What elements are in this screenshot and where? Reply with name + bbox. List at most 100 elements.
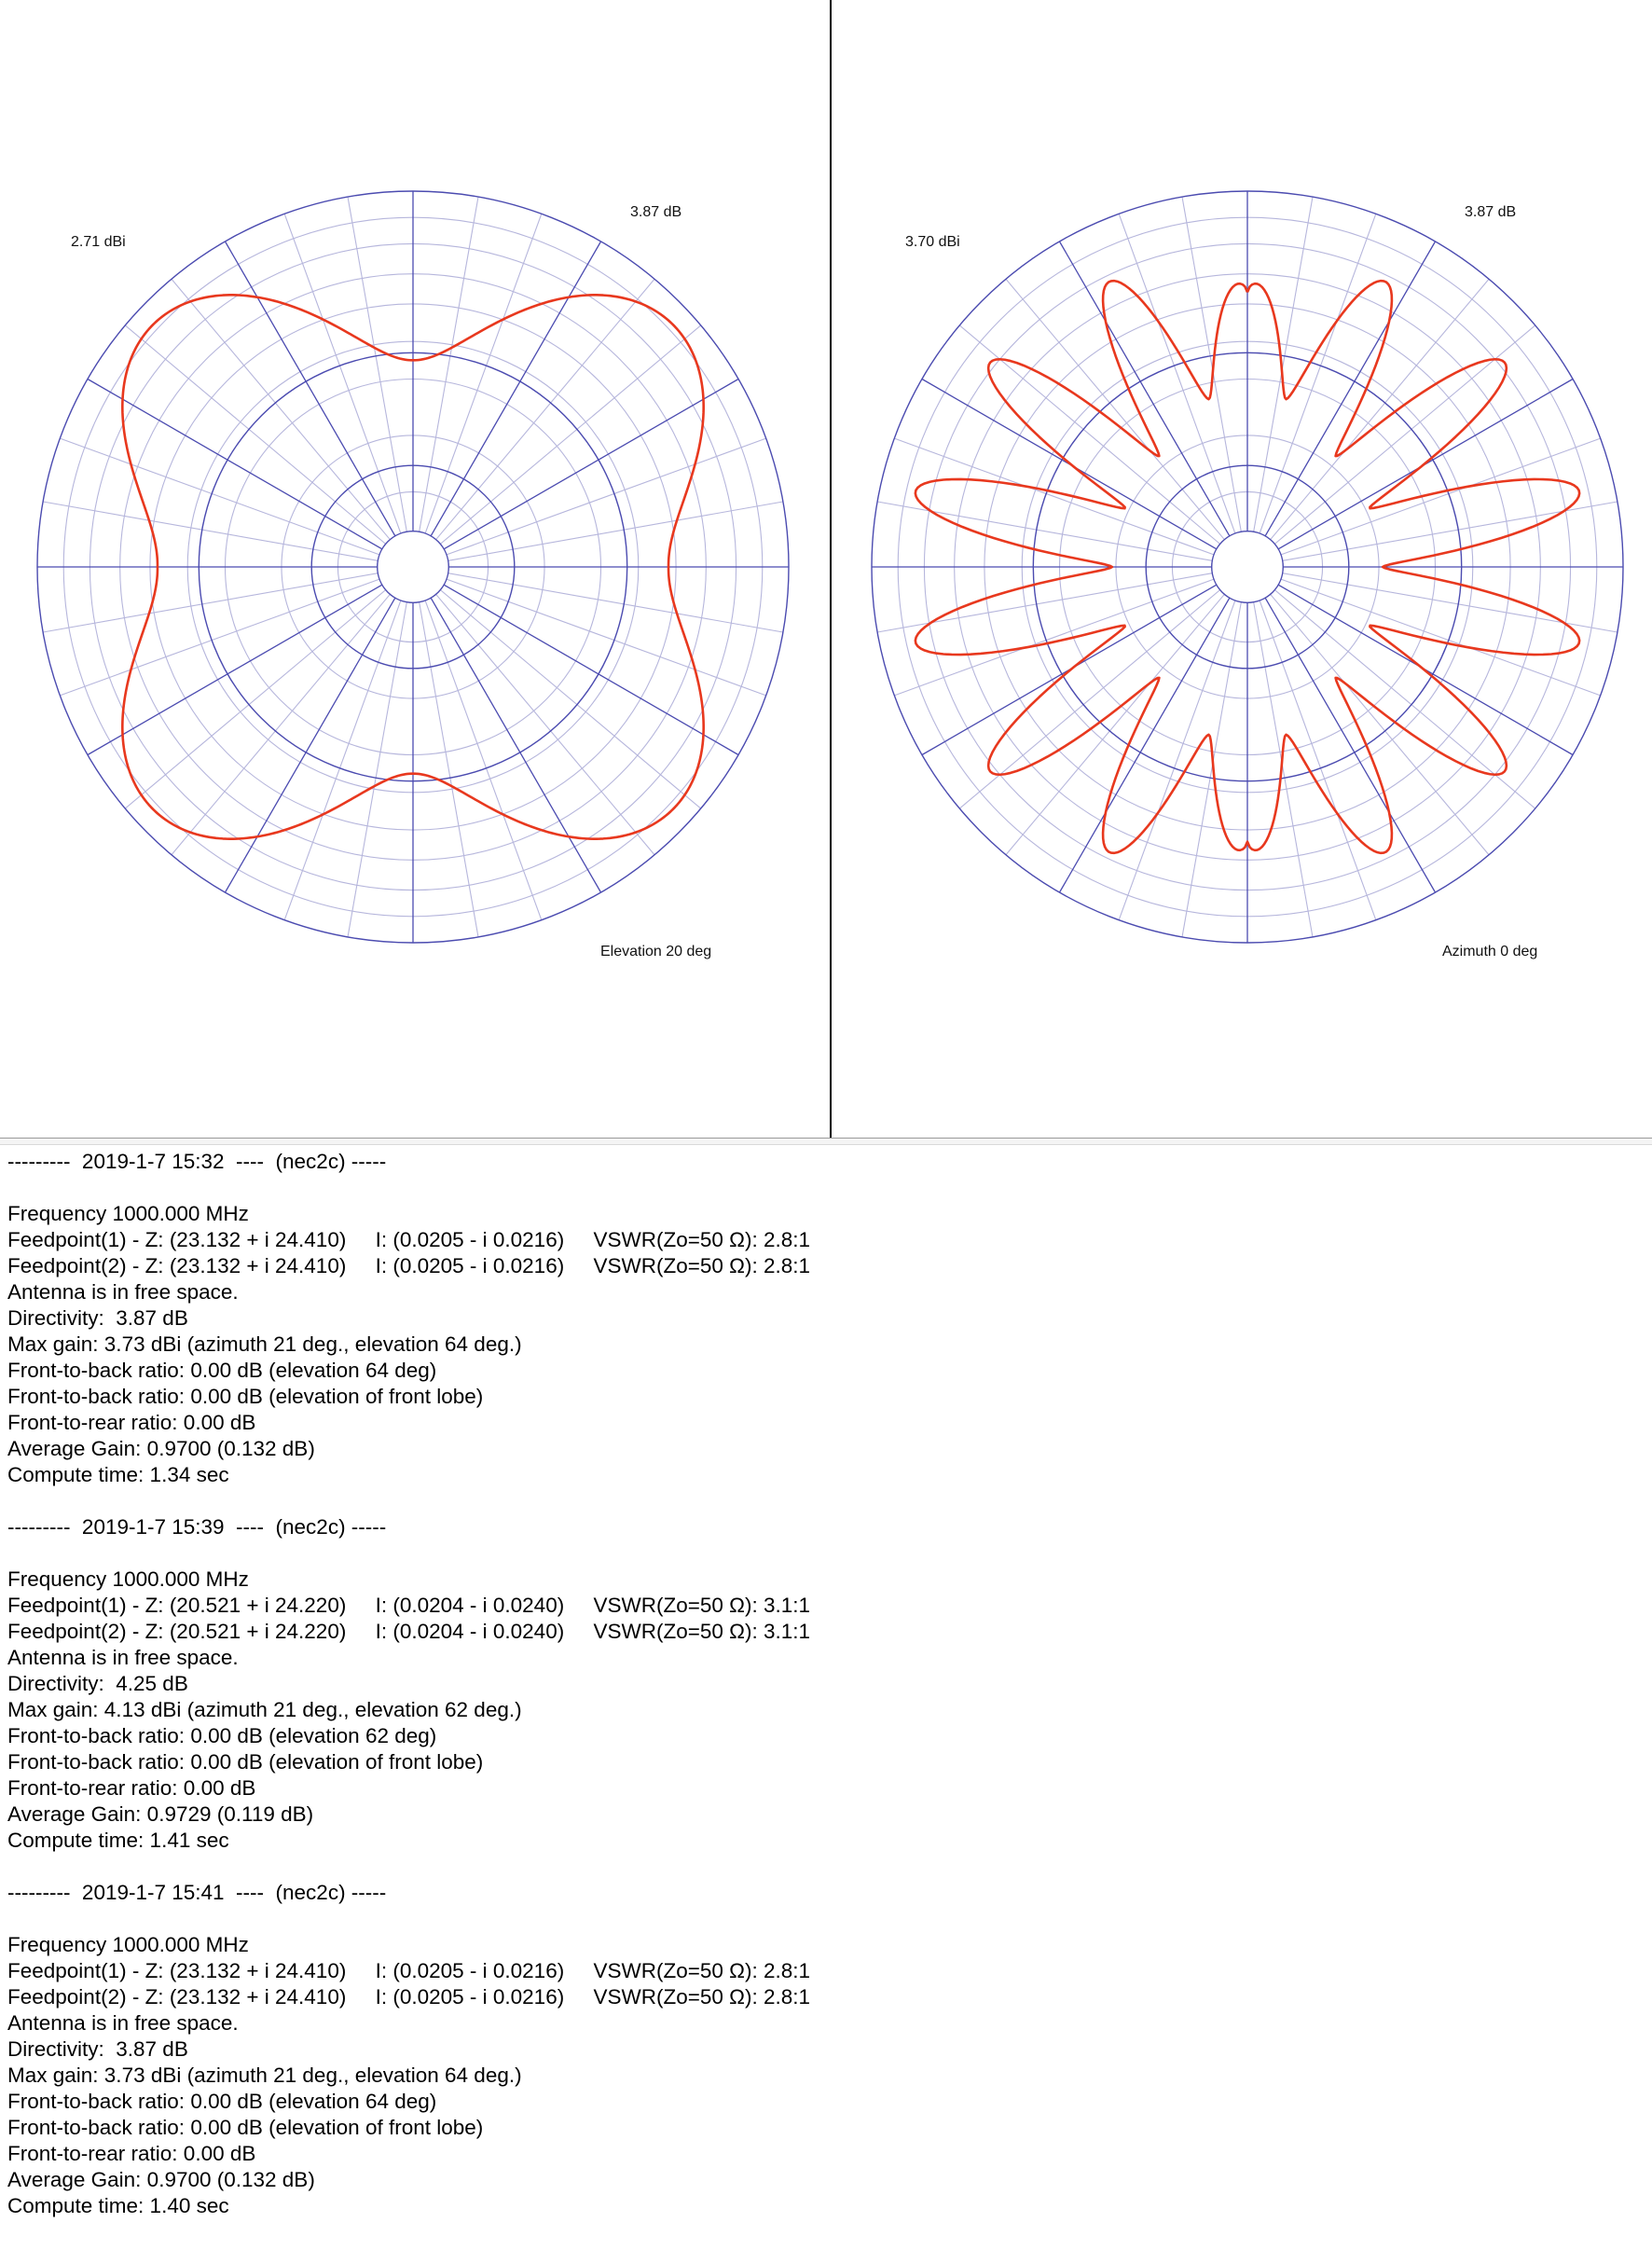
grid-spoke — [1005, 593, 1225, 856]
grid-spoke — [1253, 197, 1314, 532]
log-line: Average Gain: 0.9729 (0.119 dB) — [7, 1802, 314, 1826]
grid-spoke — [435, 593, 655, 856]
output-log[interactable]: --------- 2019-1-7 15:32 ---- (nec2c) --… — [7, 1149, 1639, 2219]
log-line: Feedpoint(2) - Z: (20.521 + i 24.220) I:… — [7, 1620, 810, 1643]
elevation-plot-panel[interactable]: 2.71 dBi 3.87 dB Elevation 20 deg — [0, 0, 830, 1138]
grid-major-ring — [310, 464, 516, 670]
blank-line — [7, 1906, 1639, 1932]
grid-spoke — [1118, 600, 1236, 920]
grid-spoke — [894, 578, 1215, 697]
grid-spoke — [1005, 278, 1225, 541]
azimuth-polar-plot — [871, 190, 1624, 944]
blank-line — [7, 1540, 1639, 1567]
grid-spoke — [283, 600, 402, 920]
blank-line — [7, 1175, 1639, 1201]
log-line: Feedpoint(1) - Z: (20.521 + i 24.220) I:… — [7, 1594, 810, 1617]
grid-major-spoke — [224, 597, 396, 893]
log-line: Max gain: 4.13 dBi (azimuth 21 deg., ele… — [7, 1698, 522, 1721]
log-entry-header: --------- 2019-1-7 15:32 ---- (nec2c) --… — [7, 1150, 387, 1173]
grid-spoke — [124, 324, 387, 545]
log-line: Average Gain: 0.9700 (0.132 dB) — [7, 1437, 315, 1460]
grid-major-spoke — [87, 584, 383, 756]
grid-major-ring — [871, 190, 1624, 944]
grid-major-ring — [36, 190, 790, 944]
panel-splitter[interactable] — [830, 0, 832, 1138]
log-entry: --------- 2019-1-7 15:32 ---- (nec2c) --… — [7, 1149, 1639, 1488]
grid-spoke — [447, 501, 783, 561]
grid-major-ring — [1145, 464, 1350, 670]
log-line: Antenna is in free space. — [7, 2011, 239, 2035]
grid-spoke — [1280, 578, 1601, 697]
log-line: Antenna is in free space. — [7, 1646, 239, 1669]
elevation-max-label: 3.87 dB — [630, 204, 682, 220]
grid-major-spoke — [87, 378, 383, 550]
grid-spoke — [60, 578, 380, 697]
grid-spoke — [894, 437, 1215, 556]
grid-spoke — [439, 589, 702, 809]
grid-spoke — [1270, 278, 1490, 541]
grid-spoke — [1273, 589, 1536, 809]
grid-major-ring — [198, 352, 628, 782]
log-entry: --------- 2019-1-7 15:41 ---- (nec2c) --… — [7, 1880, 1639, 2219]
grid-spoke — [439, 324, 702, 545]
grid-spoke — [958, 324, 1221, 545]
grid-major-spoke — [1264, 597, 1437, 893]
grid-spoke — [171, 593, 391, 856]
log-line: Directivity: 3.87 dB — [7, 1306, 188, 1330]
grid-spoke — [347, 601, 407, 937]
grid-spoke — [1118, 214, 1236, 534]
grid-spoke — [446, 578, 766, 697]
elevation-pattern-trace — [121, 294, 705, 840]
log-line: Compute time: 1.41 sec — [7, 1829, 229, 1852]
grid-spoke — [419, 601, 479, 937]
azimuth-gain-label: 3.70 dBi — [905, 234, 960, 250]
log-line: Compute time: 1.34 sec — [7, 1463, 229, 1486]
log-line: Max gain: 3.73 dBi (azimuth 21 deg., ele… — [7, 2064, 522, 2087]
grid-major-spoke — [430, 597, 602, 893]
azimuth-max-label: 3.87 dB — [1465, 204, 1517, 220]
log-line: Front-to-back ratio: 0.00 dB (elevation … — [7, 2090, 437, 2113]
log-line: Frequency 1000.000 MHz — [7, 1567, 249, 1591]
log-line: Compute time: 1.40 sec — [7, 2194, 229, 2217]
pattern-plots-area: 2.71 dBi 3.87 dB Elevation 20 deg 3.70 d… — [0, 0, 1652, 1138]
log-line: Front-to-rear ratio: 0.00 dB — [7, 1776, 256, 1800]
grid-major-ring — [1211, 531, 1284, 603]
grid-spoke — [447, 573, 783, 633]
grid-major-ring — [1032, 352, 1463, 782]
azimuth-pattern-trace — [914, 279, 1581, 855]
grid-spoke — [419, 197, 479, 532]
grid-spoke — [347, 197, 407, 532]
entry-spacer — [7, 1488, 1639, 1514]
grid-spoke — [424, 600, 543, 920]
azimuth-caption: Azimuth 0 deg — [1442, 944, 1538, 959]
log-entry: --------- 2019-1-7 15:39 ---- (nec2c) --… — [7, 1514, 1639, 1854]
log-line: Front-to-back ratio: 0.00 dB (elevation … — [7, 1359, 437, 1382]
log-line: Front-to-back ratio: 0.00 dB (elevation … — [7, 2116, 484, 2139]
log-line: Feedpoint(2) - Z: (23.132 + i 24.410) I:… — [7, 1254, 810, 1277]
log-line: Front-to-rear ratio: 0.00 dB — [7, 2142, 256, 2165]
entry-spacer — [7, 1854, 1639, 1880]
grid-spoke — [1273, 324, 1536, 545]
grid-major-spoke — [224, 241, 396, 537]
grid-spoke — [446, 437, 766, 556]
elevation-polar-plot — [36, 190, 790, 944]
grid-major-spoke — [430, 241, 602, 537]
log-line: Feedpoint(1) - Z: (23.132 + i 24.410) I:… — [7, 1228, 810, 1251]
azimuth-plot-panel[interactable]: 3.70 dBi 3.87 dB Azimuth 0 deg — [832, 0, 1652, 1138]
log-line: Frequency 1000.000 MHz — [7, 1933, 249, 1956]
grid-major-spoke — [443, 378, 739, 550]
log-line: Frequency 1000.000 MHz — [7, 1202, 249, 1225]
grid-spoke — [424, 214, 543, 534]
grid-major-spoke — [1058, 597, 1231, 893]
grid-spoke — [43, 501, 379, 561]
log-line: Feedpoint(1) - Z: (23.132 + i 24.410) I:… — [7, 1959, 810, 1982]
grid-major-spoke — [1058, 241, 1231, 537]
elevation-caption: Elevation 20 deg — [600, 944, 712, 959]
grid-spoke — [1181, 601, 1242, 937]
grid-spoke — [60, 437, 380, 556]
grid-spoke — [958, 589, 1221, 809]
pane-separator[interactable] — [0, 1138, 1652, 1145]
log-line: Front-to-back ratio: 0.00 dB (elevation … — [7, 1385, 484, 1408]
grid-major-spoke — [443, 584, 739, 756]
grid-spoke — [435, 278, 655, 541]
